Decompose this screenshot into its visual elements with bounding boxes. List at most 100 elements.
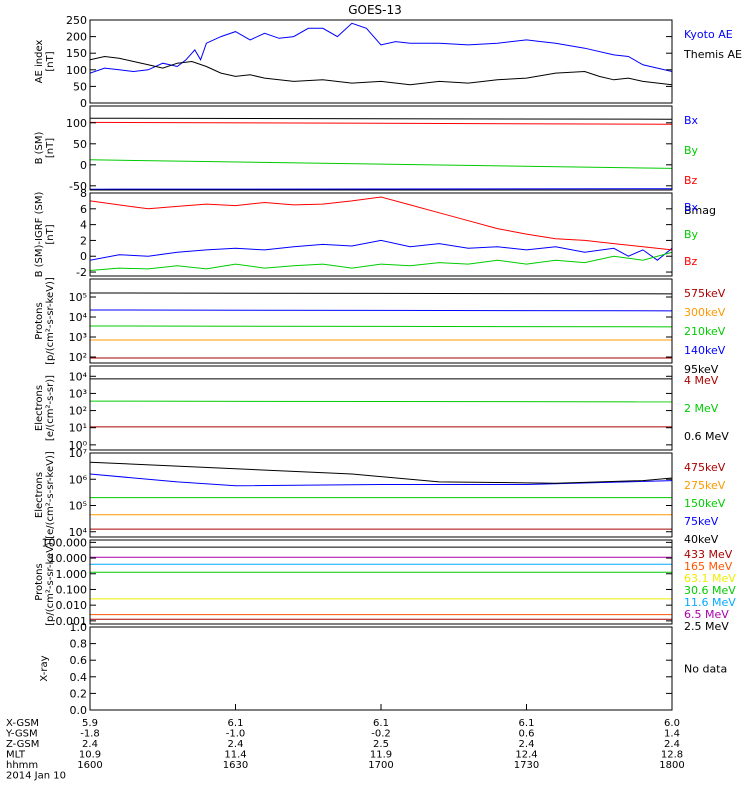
- legend-dbres-1: By: [684, 228, 699, 241]
- chart-title: GOES-13: [348, 3, 402, 17]
- xaxis-value-2-2: 2.5: [373, 739, 389, 750]
- legend-b-0: Bx: [684, 114, 699, 127]
- legend-electrons1-0: 4 MeV: [684, 374, 719, 387]
- panel-frame-electrons2: [89, 452, 673, 538]
- ytick-label-xray-3: 0.6: [70, 654, 88, 667]
- legend-electrons2-3: 75keV: [684, 515, 719, 528]
- ytick-label-electrons2-1: 10⁵: [69, 500, 87, 513]
- series-line-b-2: [90, 121, 672, 125]
- ytick-label-dbres-5: 8: [80, 187, 87, 200]
- xaxis-value-4-2: 1700: [368, 760, 393, 771]
- xaxis-value-2-1: 2.4: [228, 739, 244, 750]
- panel-frame-b: [89, 105, 673, 191]
- panel-dbres: [89, 192, 673, 277]
- ytick-label-protons1-0: 10²: [69, 351, 87, 364]
- ytick-label-dbres-3: 4: [80, 219, 87, 232]
- panel-xray: [89, 626, 673, 711]
- ytick-label-b-0: -50: [69, 180, 87, 193]
- panel-frame-ae: [89, 19, 673, 104]
- legend-protons1-0: 575keV: [684, 287, 726, 300]
- panel-ae: [89, 19, 673, 104]
- xaxis-value-0-0: 5.9: [82, 718, 98, 729]
- xaxis-value-3-2: 11.9: [370, 750, 392, 761]
- xaxis-value-1-2: -0.2: [371, 729, 391, 740]
- ytick-label-ae-5: 250: [66, 14, 87, 27]
- xaxis-row-label-0: X-GSM: [6, 718, 39, 729]
- ytick-label-xray-4: 0.8: [70, 638, 88, 651]
- ytick-label-protons2-0: 0.001: [56, 615, 88, 628]
- series-line-electrons2-4: [90, 461, 672, 484]
- ylabel-electrons1-1: [e/(cm²-s-sr)]: [45, 375, 56, 441]
- xaxis-value-3-4: 12.8: [661, 750, 683, 761]
- panel-note-xray: No data: [684, 663, 727, 676]
- legend-protons2-2: 63.1 MeV: [684, 572, 736, 585]
- ytick-label-dbres-0: -2: [76, 266, 87, 279]
- ytick-label-electrons2-0: 10⁴: [69, 526, 88, 539]
- xaxis-value-4-3: 1730: [514, 760, 539, 771]
- xaxis-value-2-3: 2.4: [519, 739, 535, 750]
- ytick-label-protons1-2: 10⁴: [69, 311, 88, 324]
- panel-frame-xray: [89, 626, 673, 711]
- xaxis-value-1-3: 0.6: [519, 729, 535, 740]
- xaxis-row-label-2: Z-GSM: [6, 739, 39, 750]
- legend-electrons1-2: 0.6 MeV: [684, 430, 729, 443]
- ytick-label-electrons1-1: 10¹: [69, 422, 87, 435]
- panel-frame-protons2: [89, 539, 673, 625]
- ytick-label-electrons1-0: 10⁰: [69, 439, 88, 452]
- xaxis-row-label-3: MLT: [6, 750, 26, 761]
- ytick-label-xray-0: 0.0: [70, 704, 88, 717]
- legend-ae-0: Kyoto AE: [684, 28, 733, 41]
- ylabel-b-0: B (SM): [34, 131, 45, 164]
- ytick-label-protons1-1: 10³: [69, 331, 87, 344]
- xaxis-value-4-1: 1630: [223, 760, 248, 771]
- ytick-label-electrons2-3: 10⁷: [69, 447, 87, 460]
- ytick-label-b-3: 100: [66, 117, 87, 130]
- ylabel-protons2-0: Protons: [34, 563, 45, 600]
- legend-protons2-6: 2.5 MeV: [684, 620, 729, 633]
- xaxis-value-2-0: 2.4: [82, 739, 98, 750]
- ylabel-electrons2-1: [e/(cm²-s-sr-keV)]: [45, 451, 56, 539]
- xaxis-value-1-0: -1.8: [80, 729, 100, 740]
- xaxis-value-4-0: 1600: [77, 760, 102, 771]
- series-line-ae-0: [90, 22, 672, 74]
- xaxis-value-3-3: 12.4: [515, 750, 537, 761]
- ytick-label-xray-5: 1.0: [70, 621, 88, 634]
- xaxis-date: 2014 Jan 10: [6, 771, 66, 782]
- panel-b: [89, 105, 673, 191]
- panel-protons2: [89, 539, 673, 625]
- ylabel-dbres-1: [nT]: [45, 224, 56, 244]
- ylabel-ae-1: [nT]: [45, 51, 56, 71]
- legend-protons1-1: 300keV: [684, 306, 726, 319]
- ytick-label-xray-1: 0.2: [70, 687, 88, 700]
- xaxis-value-2-4: 2.4: [664, 739, 680, 750]
- series-line-ae-1: [90, 55, 672, 86]
- series-line-electrons1-1: [90, 400, 672, 403]
- ylabel-protons1-0: Protons: [34, 302, 45, 339]
- series-line-dbres-0: [90, 239, 672, 261]
- legend-protons2-1: 165 MeV: [684, 560, 733, 573]
- ytick-label-electrons1-3: 10³: [69, 387, 87, 400]
- panel-protons1: [89, 278, 673, 364]
- ylabel-xray-0: X-ray: [39, 655, 50, 681]
- legend-dbres-0: Bx: [684, 201, 699, 214]
- ytick-label-ae-2: 100: [66, 64, 87, 77]
- xaxis-value-1-1: -1.0: [226, 729, 246, 740]
- series-line-dbres-2: [90, 196, 672, 251]
- xaxis-value-0-3: 6.1: [519, 718, 535, 729]
- legend-protons1-3: 140keV: [684, 344, 726, 357]
- legend-protons1-2: 210keV: [684, 325, 726, 338]
- xaxis-row-label-1: Y-GSM: [5, 729, 38, 740]
- xaxis-row-label-4: hhmm: [6, 760, 38, 771]
- ytick-label-xray-2: 0.4: [70, 671, 88, 684]
- ytick-label-electrons1-2: 10²: [69, 405, 87, 418]
- legend-electrons2-0: 475keV: [684, 461, 726, 474]
- xaxis-value-3-0: 10.9: [79, 750, 101, 761]
- ytick-label-protons2-2: 0.100: [56, 583, 88, 596]
- ytick-label-dbres-4: 6: [80, 203, 87, 216]
- xaxis-value-3-1: 11.4: [224, 750, 246, 761]
- series-line-electrons2-3: [90, 473, 672, 487]
- ylabel-protons1-1: [p/(cm²-s-sr-keV)]: [45, 277, 56, 365]
- panel-electrons1: [89, 365, 673, 451]
- legend-b-1: By: [684, 144, 699, 157]
